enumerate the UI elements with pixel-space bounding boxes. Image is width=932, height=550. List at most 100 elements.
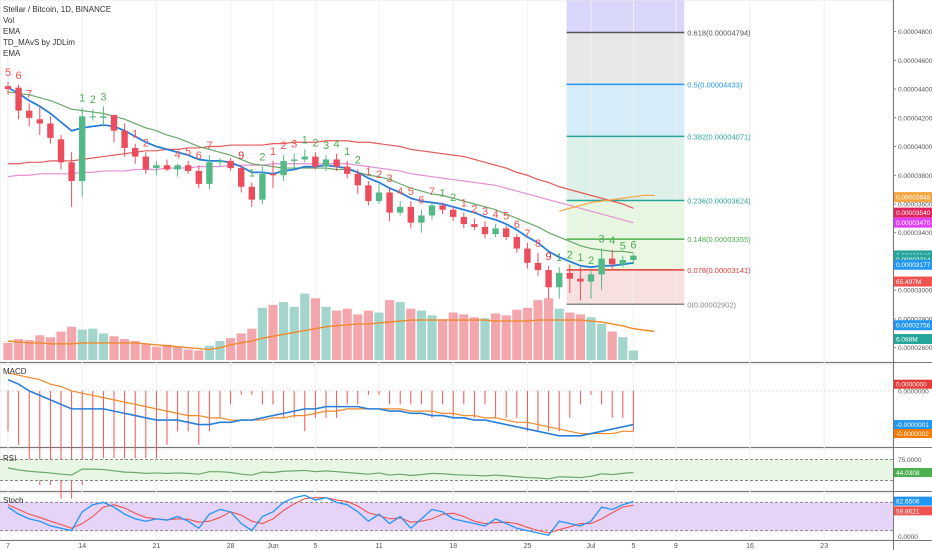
candle-body (450, 209, 457, 217)
legend: Stellar / Bitcoin, 1D, BINANCE Vol EMA T… (3, 4, 111, 59)
stoch-label[interactable]: Stoch (3, 496, 24, 505)
rsi-band (0, 459, 893, 481)
price-axis[interactable]: 0.00004800 0.00004600 0.00004400 0.00004200… (893, 29, 932, 352)
candle-body (89, 116, 96, 118)
candle-body (397, 206, 404, 213)
volume-bar (353, 314, 363, 360)
td-count-label: 6 (630, 239, 636, 251)
td-count-label: 3 (100, 91, 106, 103)
candle-body (333, 159, 340, 167)
candle-body (206, 162, 213, 184)
candle-body (556, 272, 563, 288)
price-tick-label: 0.00003000 (898, 288, 932, 295)
fib-level-label: 0.382(0.00004071) (687, 132, 751, 141)
td-count-label: 9 (238, 150, 244, 162)
candle-body (153, 165, 160, 169)
td-count-label: 2 (281, 140, 287, 152)
macd-label[interactable]: MACD (3, 367, 27, 376)
fib-bands (566, 0, 685, 305)
td-count-label: 7 (429, 186, 435, 198)
td-count-label: 6 (196, 150, 202, 162)
ema-slow-line (8, 140, 634, 209)
volume-bar (77, 329, 87, 360)
price-badge (894, 254, 932, 265)
stoch-badge (894, 496, 932, 506)
candle-body (428, 205, 436, 216)
candle-body (163, 165, 171, 170)
td-count-label: 6 (16, 70, 22, 82)
price-tick-label: 0.00004200 (898, 115, 932, 122)
td-count-label: 2 (588, 255, 594, 267)
candle-body (195, 170, 202, 184)
volume-ma-line (633, 327, 655, 333)
macd-badge (894, 420, 932, 430)
volume-bars (3, 293, 655, 360)
candle-body (492, 228, 499, 235)
td-count-label: 2 (471, 203, 477, 215)
pane-frame (0, 363, 894, 448)
td-count-label: 6 (514, 219, 520, 231)
candle-body (238, 168, 245, 187)
price-badge-label: 0.00003470 (896, 220, 931, 227)
candle-body (471, 224, 478, 227)
ema-mid-line (7, 91, 634, 254)
volume-bar (565, 312, 575, 360)
candle-body (460, 216, 467, 225)
td-count-label: 1 (302, 134, 308, 146)
candle-body (630, 255, 637, 261)
candle-body (513, 237, 520, 249)
volume-bar (427, 315, 437, 360)
macd-badge (894, 379, 932, 389)
volume-bar (459, 314, 469, 360)
stoch-tick-label: 0.0000 (898, 534, 918, 541)
td-count-label: 4 (609, 235, 615, 247)
candle-body (227, 160, 234, 169)
candle-body (36, 119, 43, 124)
volume-bar (173, 346, 183, 360)
price-tick-label: 0.00003800 (898, 173, 932, 180)
pane-frame (0, 0, 894, 363)
candle-body (68, 162, 75, 181)
volume-bar (56, 331, 66, 360)
candle-body (587, 274, 595, 282)
volume-bar (554, 308, 564, 360)
price-tick-label: 0.00004800 (898, 29, 932, 36)
legend-td[interactable]: TD_MAvS by JDLim (3, 38, 75, 47)
td-count-label: 1 (249, 167, 255, 179)
legend-ema[interactable]: EMA (3, 27, 21, 36)
td-count-label: 3 (599, 234, 605, 246)
rsi-label[interactable]: RSI (3, 454, 17, 463)
candle-body (375, 192, 383, 202)
volume-bar (416, 310, 426, 360)
candle-body (322, 159, 330, 167)
volume-bar (544, 298, 554, 360)
legend-ema-2[interactable]: EMA (3, 49, 21, 58)
volume-bar (363, 310, 373, 360)
time-tick-label: Jul (587, 543, 596, 550)
candle-body (481, 226, 489, 235)
td-count-label: 3 (291, 139, 297, 151)
volume-bar (586, 317, 596, 360)
time-tick-label: 23 (820, 543, 828, 550)
td-count-label: 1 (365, 166, 371, 178)
td-count-label: 8 (535, 238, 541, 250)
symbol-title[interactable]: Stellar / Bitcoin, 1D, BINANCE (3, 5, 112, 14)
volume-bar (236, 333, 246, 360)
candle-body (609, 258, 616, 265)
candle-body (312, 156, 319, 167)
volume-bar (395, 302, 405, 360)
volume-bar (618, 337, 628, 360)
td-count-label: 1 (461, 198, 467, 210)
volume-bar (342, 308, 352, 360)
volume-bar (469, 317, 479, 360)
volume-bar (385, 300, 395, 360)
volume-bar (183, 349, 193, 360)
price-badge-label: 0.00003540 (896, 210, 931, 217)
legend-vol[interactable]: Vol (3, 16, 15, 25)
stoch-badge (894, 506, 932, 516)
time-tick-label: 7 (6, 543, 10, 550)
time-axis[interactable]: 7 14 21 28 Jun 5 11 18 25 Jul 5 9 16 23 (6, 543, 828, 550)
